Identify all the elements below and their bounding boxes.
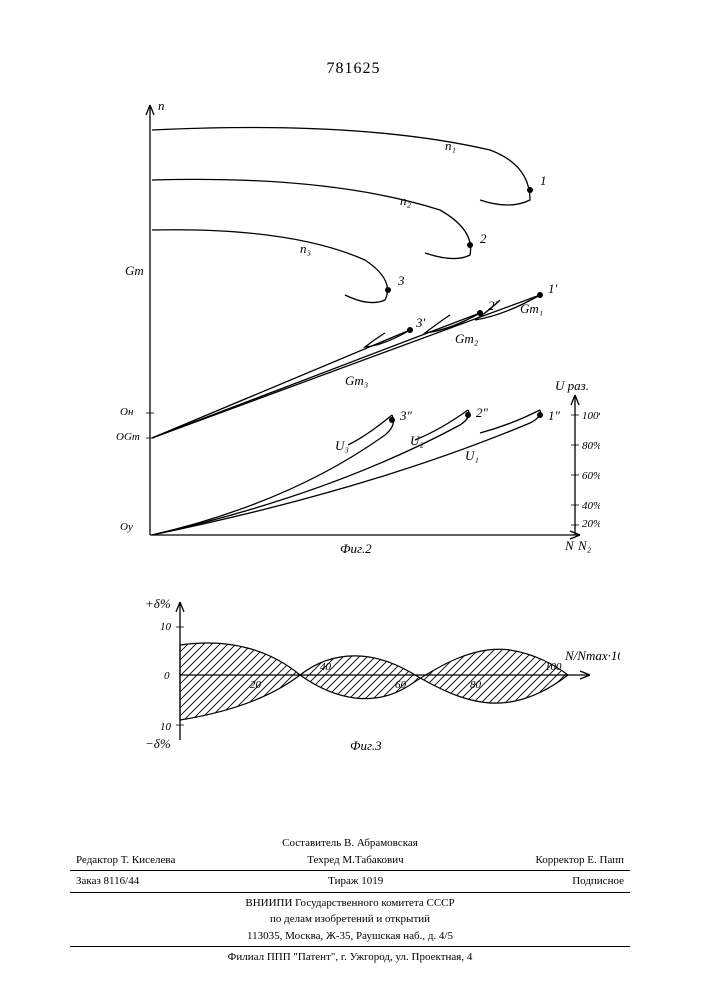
rt-60: 60% — [582, 470, 600, 482]
point-2pp: 2″ — [476, 405, 489, 420]
origin-ou: Oу — [120, 521, 133, 533]
n3-label: n₃ — [300, 241, 311, 256]
rt-100: 100% — [582, 410, 600, 422]
fig3-title: Фиг.3 — [350, 738, 382, 753]
n2-label: n₂ — [400, 193, 412, 208]
n1-label: n₁ — [445, 138, 456, 153]
figure-3: +δ% 10 0 10 −δ% 20 40 60 80 100 N/Nmax·1… — [90, 590, 620, 760]
right-axis-label: U раз. — [555, 378, 589, 393]
addr-1: 113035, Москва, Ж-35, Раушская наб., д. … — [70, 928, 630, 948]
xt-20: 20 — [250, 679, 262, 691]
point-1pp: 1″ — [548, 408, 561, 423]
footer: Составитель В. Абрамовская Редактор Т. К… — [70, 835, 630, 966]
point-3p: 3′ — [415, 315, 426, 330]
xt-60: 60 — [395, 679, 407, 691]
xt-40: 40 — [320, 661, 332, 673]
y-axis-n-label: n — [158, 98, 165, 113]
y-10b: 10 — [160, 721, 172, 733]
gt2-label: Gт₂ — [455, 331, 479, 346]
xt-80: 80 — [470, 679, 482, 691]
u3-label: U₃ — [335, 438, 349, 453]
org-line-1: ВНИИПИ Государственного комитета СССР — [70, 895, 630, 912]
rt-80: 80% — [582, 440, 600, 452]
figure-2-svg: n Gт Oн OGт Oу n₁ 1 n₂ 2 n₃ 3 — [110, 95, 600, 555]
fig2-title: Фиг.2 — [340, 541, 372, 555]
editor: Редактор Т. Киселева — [76, 852, 175, 869]
y-10t: 10 — [160, 621, 172, 633]
origin-ogt: OGт — [116, 431, 140, 443]
figure-3-svg: +δ% 10 0 10 −δ% 20 40 60 80 100 N/Nmax·1… — [90, 590, 620, 760]
point-1: 1 — [540, 173, 547, 188]
addr-2: Филиал ППП "Патент", г. Ужгород, ул. Про… — [70, 949, 630, 966]
gt3-label: Gт₃ — [345, 373, 368, 388]
xt-100: 100 — [545, 661, 562, 673]
point-2: 2 — [480, 231, 487, 246]
point-2p: 2′ — [488, 298, 498, 313]
x-n-label: N — [564, 538, 575, 553]
page: 781625 n Gт Oн OGт Oу n₁ 1 — [0, 0, 707, 1000]
x-axis-label: N/Nmax·100% — [564, 648, 620, 663]
y-axis-gt-label: Gт — [125, 263, 144, 278]
point-1p: 1′ — [548, 281, 558, 296]
point-3: 3 — [397, 273, 405, 288]
rt-40: 40% — [582, 500, 600, 512]
tech-editor: Техред М.Табакович — [307, 852, 403, 869]
x-n2-label: N₂ — [577, 538, 592, 553]
y-top: +δ% — [145, 596, 171, 611]
u2-label: U₂ — [410, 433, 424, 448]
rt-20: 20% — [582, 518, 600, 530]
y-bot: −δ% — [145, 736, 171, 751]
corrector: Корректор Е. Папп — [536, 852, 624, 869]
order: Заказ 8116/44 — [76, 873, 139, 890]
compiler: Составитель В. Абрамовская — [70, 835, 630, 852]
y-0: 0 — [164, 670, 170, 682]
circulation: Тираж 1019 — [328, 873, 383, 890]
subscription: Подписное — [572, 873, 624, 890]
origin-on: Oн — [120, 406, 134, 418]
u1-label: U₁ — [465, 448, 479, 463]
point-3pp: 3″ — [399, 408, 413, 423]
document-number: 781625 — [327, 60, 381, 78]
org-line-2: по делам изобретений и открытий — [70, 911, 630, 928]
figure-2: n Gт Oн OGт Oу n₁ 1 n₂ 2 n₃ 3 — [110, 95, 600, 555]
